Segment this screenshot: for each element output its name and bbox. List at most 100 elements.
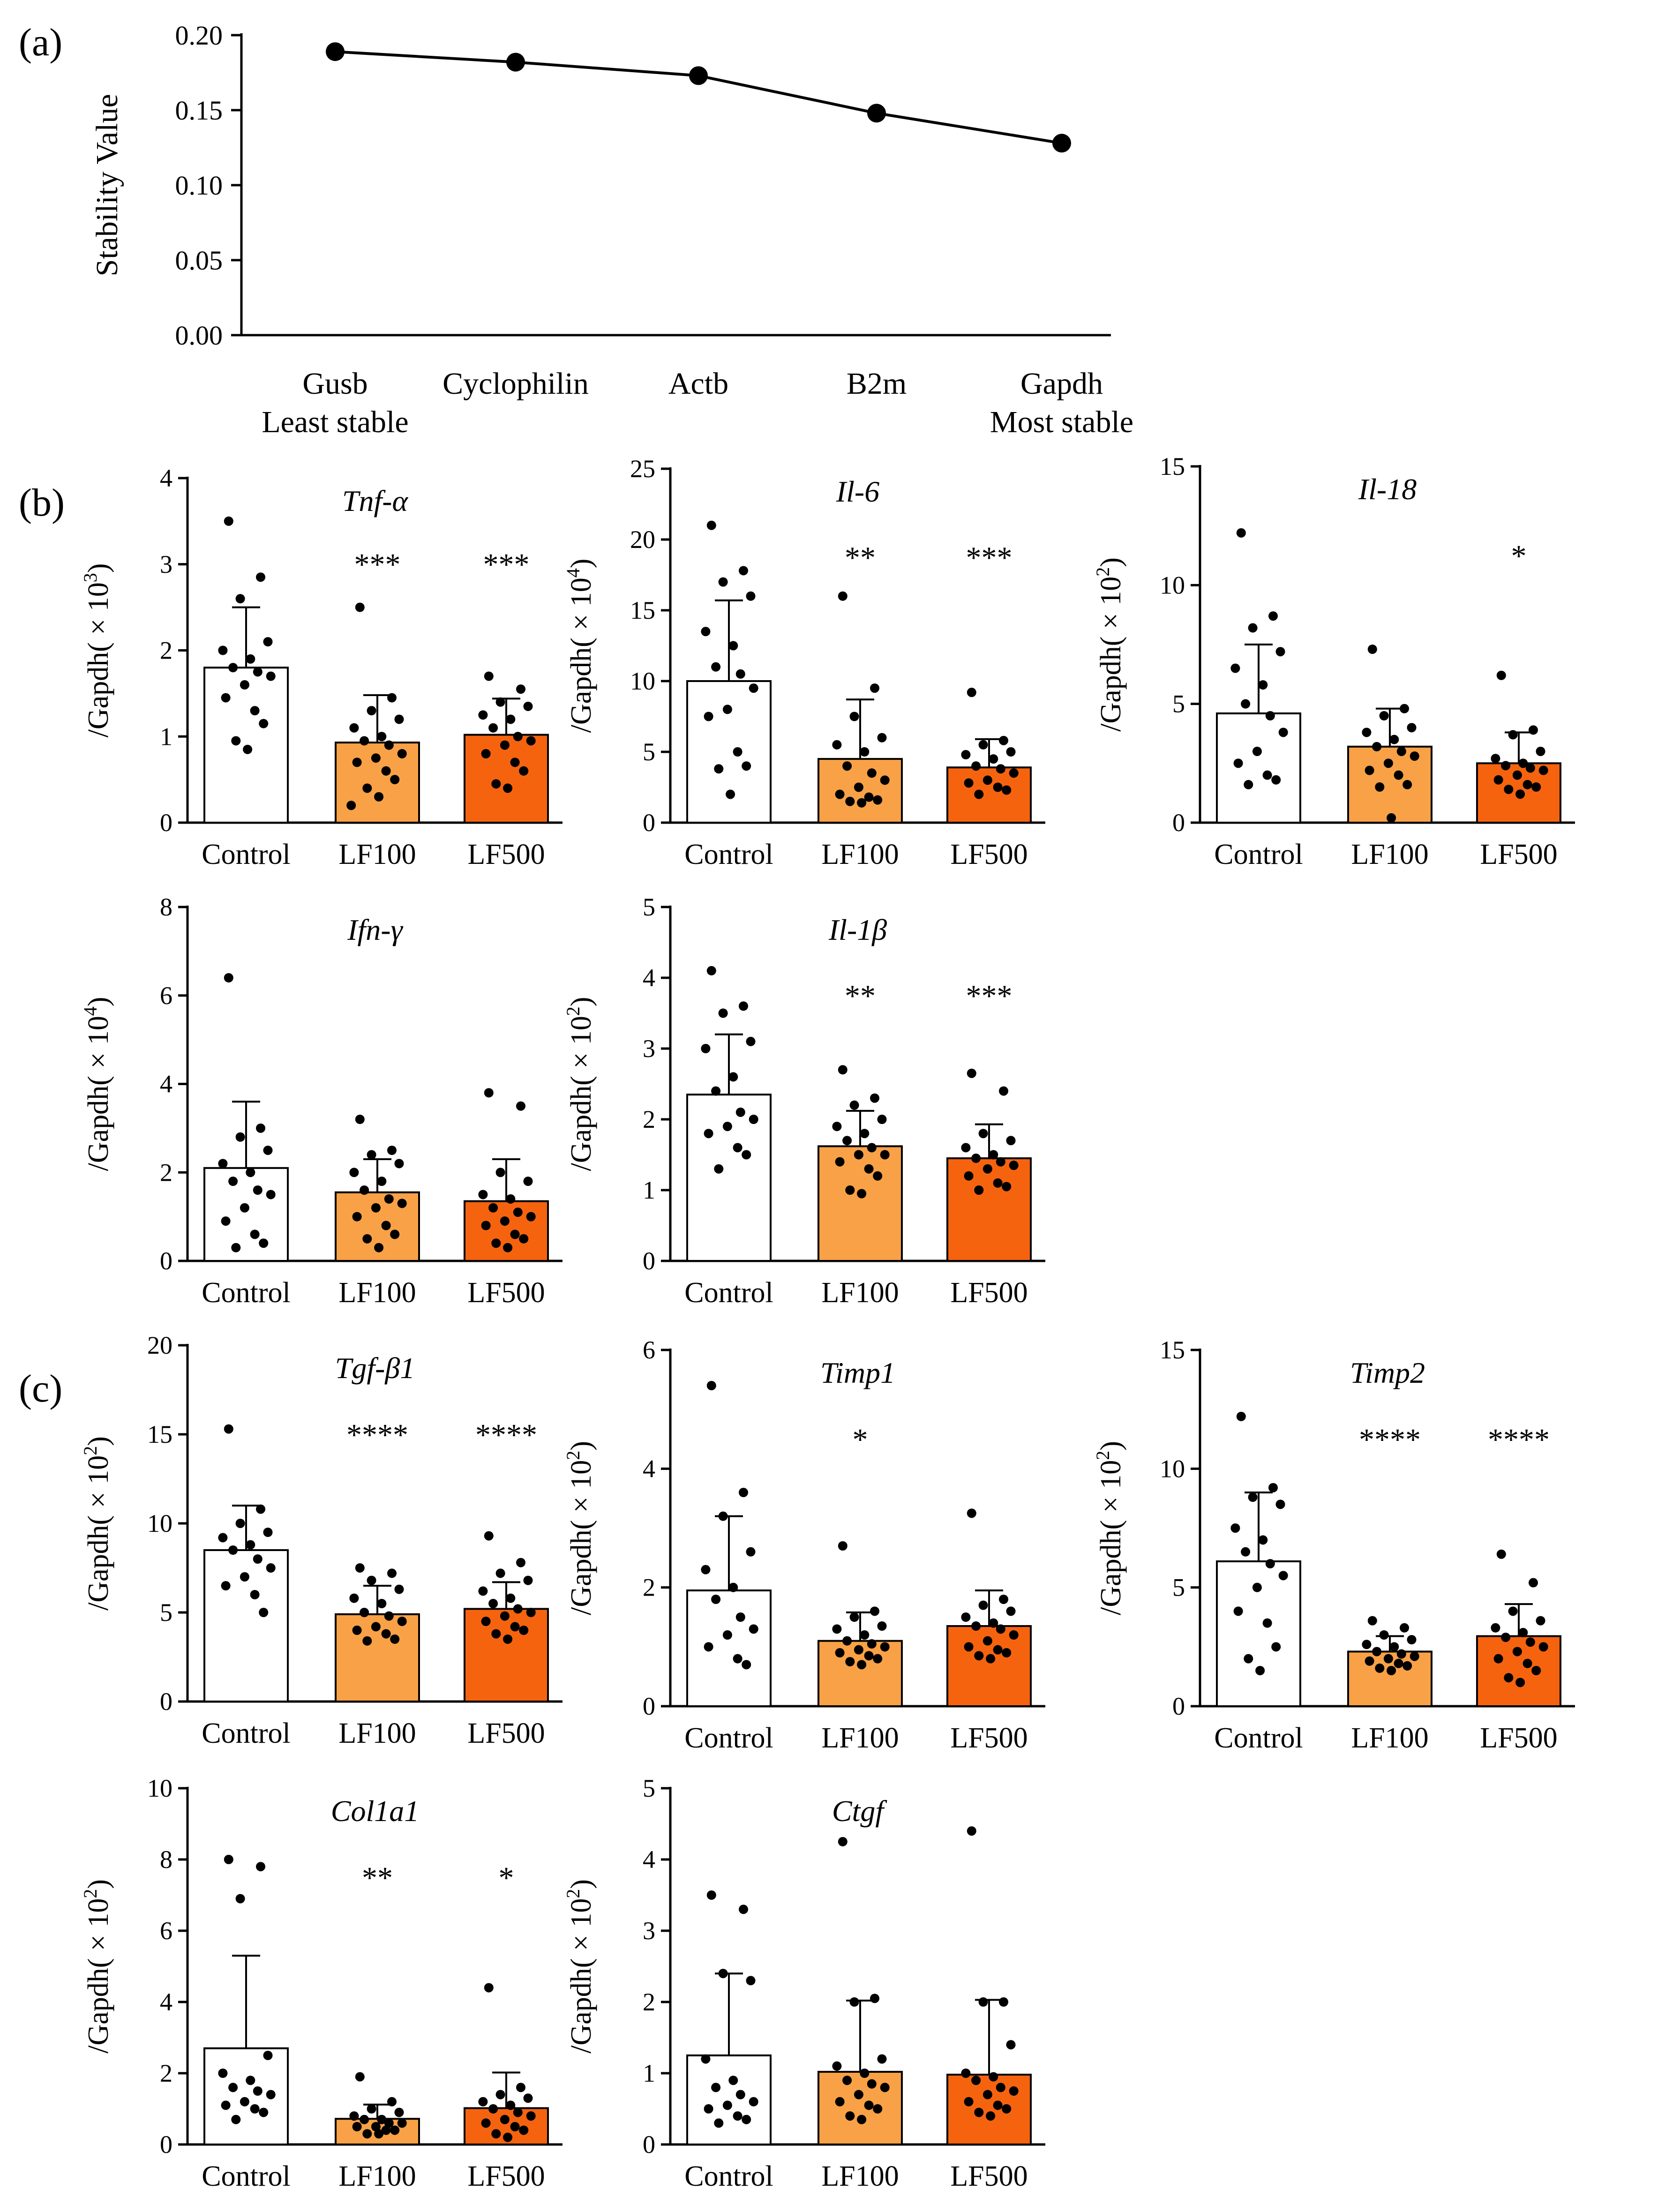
il6-data-point [978, 740, 988, 750]
tgfb1-data-point [240, 1572, 249, 1582]
tnf-category-label: LF100 [338, 839, 416, 870]
col1a1-significance: * [499, 1861, 514, 1895]
ifng-data-point [513, 1207, 523, 1217]
tgfb1-significance: **** [346, 1418, 408, 1452]
ctgf-data-point [982, 2090, 992, 2099]
tgfb1-y-tick-label: 0 [160, 1687, 172, 1716]
il1b-data-point [704, 1129, 713, 1139]
tgfb1-data-point [491, 1629, 501, 1639]
il18-data-point [1394, 770, 1403, 780]
il1b-y-label-exponent: 2 [562, 1006, 584, 1016]
il18-y-tick-label: 5 [1172, 690, 1185, 718]
timp1-data-point [1002, 1648, 1012, 1657]
tnf-significance: *** [354, 547, 401, 582]
il1b-data-point [1009, 1161, 1019, 1170]
ifng-data-point [266, 1190, 276, 1199]
il6-data-point [857, 798, 867, 808]
il18-data-point [1491, 754, 1500, 764]
il18-data-point [1512, 770, 1522, 780]
col1a1-data-point [253, 2086, 262, 2096]
timp2-data-point [1383, 1654, 1393, 1664]
col1a1-data-point [519, 2125, 529, 2135]
il18-data-point [1375, 782, 1385, 792]
col1a1-data-point [500, 2114, 510, 2124]
tgfb1-data-point [381, 1629, 391, 1639]
il1b-data-point [714, 1164, 724, 1174]
il6-data-point [1006, 747, 1016, 757]
ifng-data-point [371, 1203, 381, 1213]
il1b-data-point [854, 1150, 863, 1160]
il6-data-point [701, 627, 711, 637]
il6-y-tick-label: 20 [630, 525, 655, 554]
ifng-category-label: Control [202, 1277, 290, 1309]
ctgf-data-point [739, 1904, 748, 1914]
ctgf-bar [818, 2070, 903, 2145]
timp1-data-point [849, 1612, 859, 1622]
col1a1-data-point [349, 2111, 359, 2121]
il18-data-point [1501, 761, 1511, 771]
il1b-y-tick-label: 5 [643, 893, 655, 921]
il6-data-point [842, 761, 852, 771]
ctgf-y-label-close: ) [565, 1879, 597, 1889]
col1a1-data-point [390, 2125, 400, 2135]
timp2-data-point [1244, 1654, 1253, 1664]
il1b-y-tick-label: 1 [643, 1176, 655, 1204]
timp1-data-point [978, 1600, 988, 1610]
tnf-data-point [250, 706, 260, 716]
stability-point [326, 42, 345, 61]
il1b-data-point [842, 1136, 852, 1146]
stability-y-tick-label: 0.05 [175, 245, 223, 276]
ifng-data-point [394, 1159, 404, 1169]
il1b-data-point [860, 1129, 870, 1139]
tnf-data-point [394, 714, 404, 724]
tnf-data-point [371, 753, 381, 763]
timp1-y-tick-label: 6 [643, 1336, 655, 1364]
tnf-data-point [488, 723, 498, 733]
col1a1-data-point [228, 2083, 238, 2092]
tgfb1-data-point [377, 1599, 387, 1608]
panel-label-b: (b) [19, 481, 65, 525]
ifng-data-point [228, 1177, 238, 1186]
ctgf-data-point [742, 2114, 751, 2124]
tnf-data-point [523, 701, 533, 711]
col1a1-chart: 0 2 4 6 8 10/Gapdh( × 102) Col1a1 Control ** LF10… [80, 1774, 562, 2192]
il18-data-point [1372, 742, 1382, 751]
tgfb1-data-point [253, 1554, 262, 1564]
tgfb1-data-point [221, 1581, 231, 1590]
charts-layer: 0.00 0.05 0.10 0.15 0.20 Stability Value Gusb L… [80, 20, 1575, 2192]
timp2-data-point [1278, 1571, 1288, 1581]
il6-data-point [880, 775, 890, 785]
col1a1-data-point [481, 2118, 491, 2128]
ifng-data-point [491, 1238, 501, 1248]
tgfb1-chart: 0 5 10 15 20/Gapdh( × 102) Tgf-β1 Control **** L… [80, 1331, 562, 1749]
col1a1-data-point [263, 2051, 273, 2060]
il1b-y-label: /Gapdh( × 102) [562, 997, 597, 1171]
ifng-data-point [519, 1234, 529, 1244]
ifng-data-point [516, 1101, 525, 1111]
timp1-data-point [854, 1645, 863, 1655]
tgfb1-data-point [397, 1617, 407, 1626]
il6-data-point [989, 754, 998, 764]
il1b-data-point [857, 1189, 867, 1199]
timp2-data-point [1407, 1635, 1417, 1645]
timp1-data-point [704, 1642, 713, 1652]
ifng-data-point [484, 1088, 494, 1098]
timp2-data-point [1233, 1606, 1243, 1616]
tgfb1-data-point [523, 1575, 533, 1585]
il6-data-point [746, 591, 756, 601]
ctgf-data-point [704, 2104, 713, 2114]
il6-data-point [993, 782, 1003, 792]
tgfb1-data-point [481, 1617, 491, 1626]
timp1-data-point [728, 1582, 738, 1592]
ifng-y-tick-label: 6 [160, 982, 172, 1010]
stability-category-label: Actb [668, 367, 728, 401]
ctgf-data-point [706, 1890, 716, 1900]
il18-data-point [1383, 758, 1393, 768]
tnf-data-point [263, 637, 273, 647]
timp1-data-point [835, 1648, 845, 1657]
timp2-data-point [1275, 1499, 1285, 1509]
ifng-data-point [240, 1203, 249, 1213]
il6-data-point [849, 712, 859, 721]
timp1-title: Timp1 [820, 1356, 895, 1389]
